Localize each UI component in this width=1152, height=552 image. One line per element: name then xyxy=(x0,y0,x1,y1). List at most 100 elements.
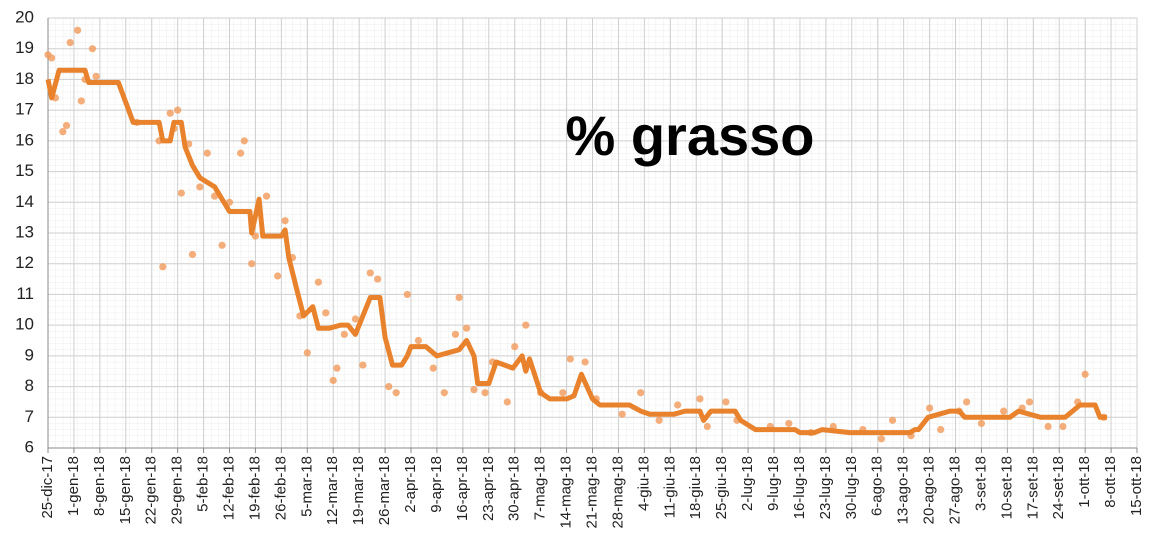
point xyxy=(925,404,934,412)
point xyxy=(637,389,645,397)
x-tick-label: 25-giu-18 xyxy=(713,456,730,519)
point xyxy=(340,330,348,338)
point xyxy=(462,324,471,332)
x-tick-label: 2-lug-18 xyxy=(739,456,756,511)
y-tick-label: 13 xyxy=(15,222,34,241)
x-tick-label: 17-set-18 xyxy=(1024,456,1041,519)
point xyxy=(566,355,574,363)
point xyxy=(248,260,256,268)
point xyxy=(66,38,74,47)
point xyxy=(92,72,100,80)
point xyxy=(62,121,71,130)
x-tick-label: 25-dic-17 xyxy=(39,456,56,519)
point xyxy=(374,275,382,283)
point xyxy=(1044,422,1052,431)
point xyxy=(274,272,282,280)
point xyxy=(77,97,85,105)
x-tick-label: 29-gen-18 xyxy=(169,456,186,524)
point xyxy=(196,183,204,191)
x-tick-label: 28-mag-18 xyxy=(609,456,626,529)
y-tick-label: 10 xyxy=(15,315,34,334)
y-tick-label: 17 xyxy=(15,100,34,119)
point xyxy=(522,321,530,329)
x-tick-label: 26-feb-18 xyxy=(272,456,289,520)
point xyxy=(359,361,367,369)
point xyxy=(414,336,423,345)
x-tick-label: 24-set-18 xyxy=(1050,456,1067,519)
x-tick-label: 15-ott-18 xyxy=(1128,456,1145,516)
x-tick-label: 4-giu-18 xyxy=(635,456,652,511)
x-tick-label: 18-giu-18 xyxy=(687,456,704,519)
x-tick-label: 9-apr-18 xyxy=(428,456,445,513)
y-tick-label: 8 xyxy=(25,376,34,395)
x-tick-label: 10-set-18 xyxy=(998,456,1015,519)
point xyxy=(503,398,511,406)
x-tick-label: 12-mar-18 xyxy=(324,456,341,525)
chart-title: % grasso xyxy=(566,104,815,167)
x-tick-label: 8-gen-18 xyxy=(91,456,108,516)
x-tick-label: 13-ago-18 xyxy=(895,456,912,524)
x-tick-label: 16-lug-18 xyxy=(791,456,808,519)
point xyxy=(218,241,226,249)
point xyxy=(511,343,519,351)
point xyxy=(392,389,400,397)
x-tick-label: 26-mar-18 xyxy=(376,456,393,525)
y-tick-label: 19 xyxy=(15,38,34,57)
point xyxy=(240,137,248,145)
x-tick-label: 5-feb-18 xyxy=(195,456,212,512)
point xyxy=(451,330,460,338)
x-tick-label: 19-mar-18 xyxy=(350,456,367,525)
point xyxy=(333,364,341,372)
point xyxy=(455,293,463,302)
point xyxy=(74,26,82,34)
point xyxy=(351,315,360,323)
point xyxy=(203,149,211,157)
x-tick-label: 22-gen-18 xyxy=(143,456,160,524)
point xyxy=(674,401,682,409)
point xyxy=(48,54,56,62)
point xyxy=(481,389,489,397)
x-tick-label: 2-apr-18 xyxy=(402,456,419,513)
point xyxy=(385,382,393,391)
point xyxy=(703,422,711,431)
y-tick-label: 18 xyxy=(15,69,34,88)
point xyxy=(977,419,986,428)
point xyxy=(237,149,245,157)
point xyxy=(722,398,730,406)
point xyxy=(655,416,663,424)
point xyxy=(329,376,337,385)
y-tick-label: 9 xyxy=(25,345,34,364)
x-tick-label: 23-lug-18 xyxy=(817,456,834,519)
y-tick-label: 12 xyxy=(15,253,34,272)
x-tick-label: 23-apr-18 xyxy=(480,456,497,521)
x-tick-label: 30-apr-18 xyxy=(506,456,523,521)
y-tick-label: 11 xyxy=(16,284,34,303)
point xyxy=(188,250,197,259)
point xyxy=(581,358,589,366)
x-tick-label: 30-lug-18 xyxy=(843,456,860,519)
point xyxy=(470,386,478,394)
x-tick-label: 6-ago-18 xyxy=(869,456,886,516)
x-tick-label: 7-mag-18 xyxy=(532,456,549,520)
point xyxy=(1059,422,1067,431)
point xyxy=(618,410,626,418)
y-tick-label: 20 xyxy=(15,7,34,26)
y-tick-label: 7 xyxy=(25,407,34,426)
x-tick-label: 15-gen-18 xyxy=(117,456,134,524)
point xyxy=(937,425,945,434)
x-tick-label: 14-mag-18 xyxy=(558,456,575,529)
point xyxy=(696,395,704,403)
point xyxy=(314,278,322,286)
x-tick-label: 8-ott-18 xyxy=(1102,456,1119,508)
x-tick-label: 27-ago-18 xyxy=(946,456,963,524)
point xyxy=(159,263,167,271)
point xyxy=(403,290,411,299)
point xyxy=(303,349,311,357)
point xyxy=(59,128,67,136)
x-tick-label: 19-feb-18 xyxy=(246,456,263,520)
point xyxy=(429,364,437,372)
x-tick-label: 1-gen-18 xyxy=(65,456,82,516)
x-tick-label: 21-mag-18 xyxy=(583,456,600,529)
point xyxy=(888,416,897,424)
